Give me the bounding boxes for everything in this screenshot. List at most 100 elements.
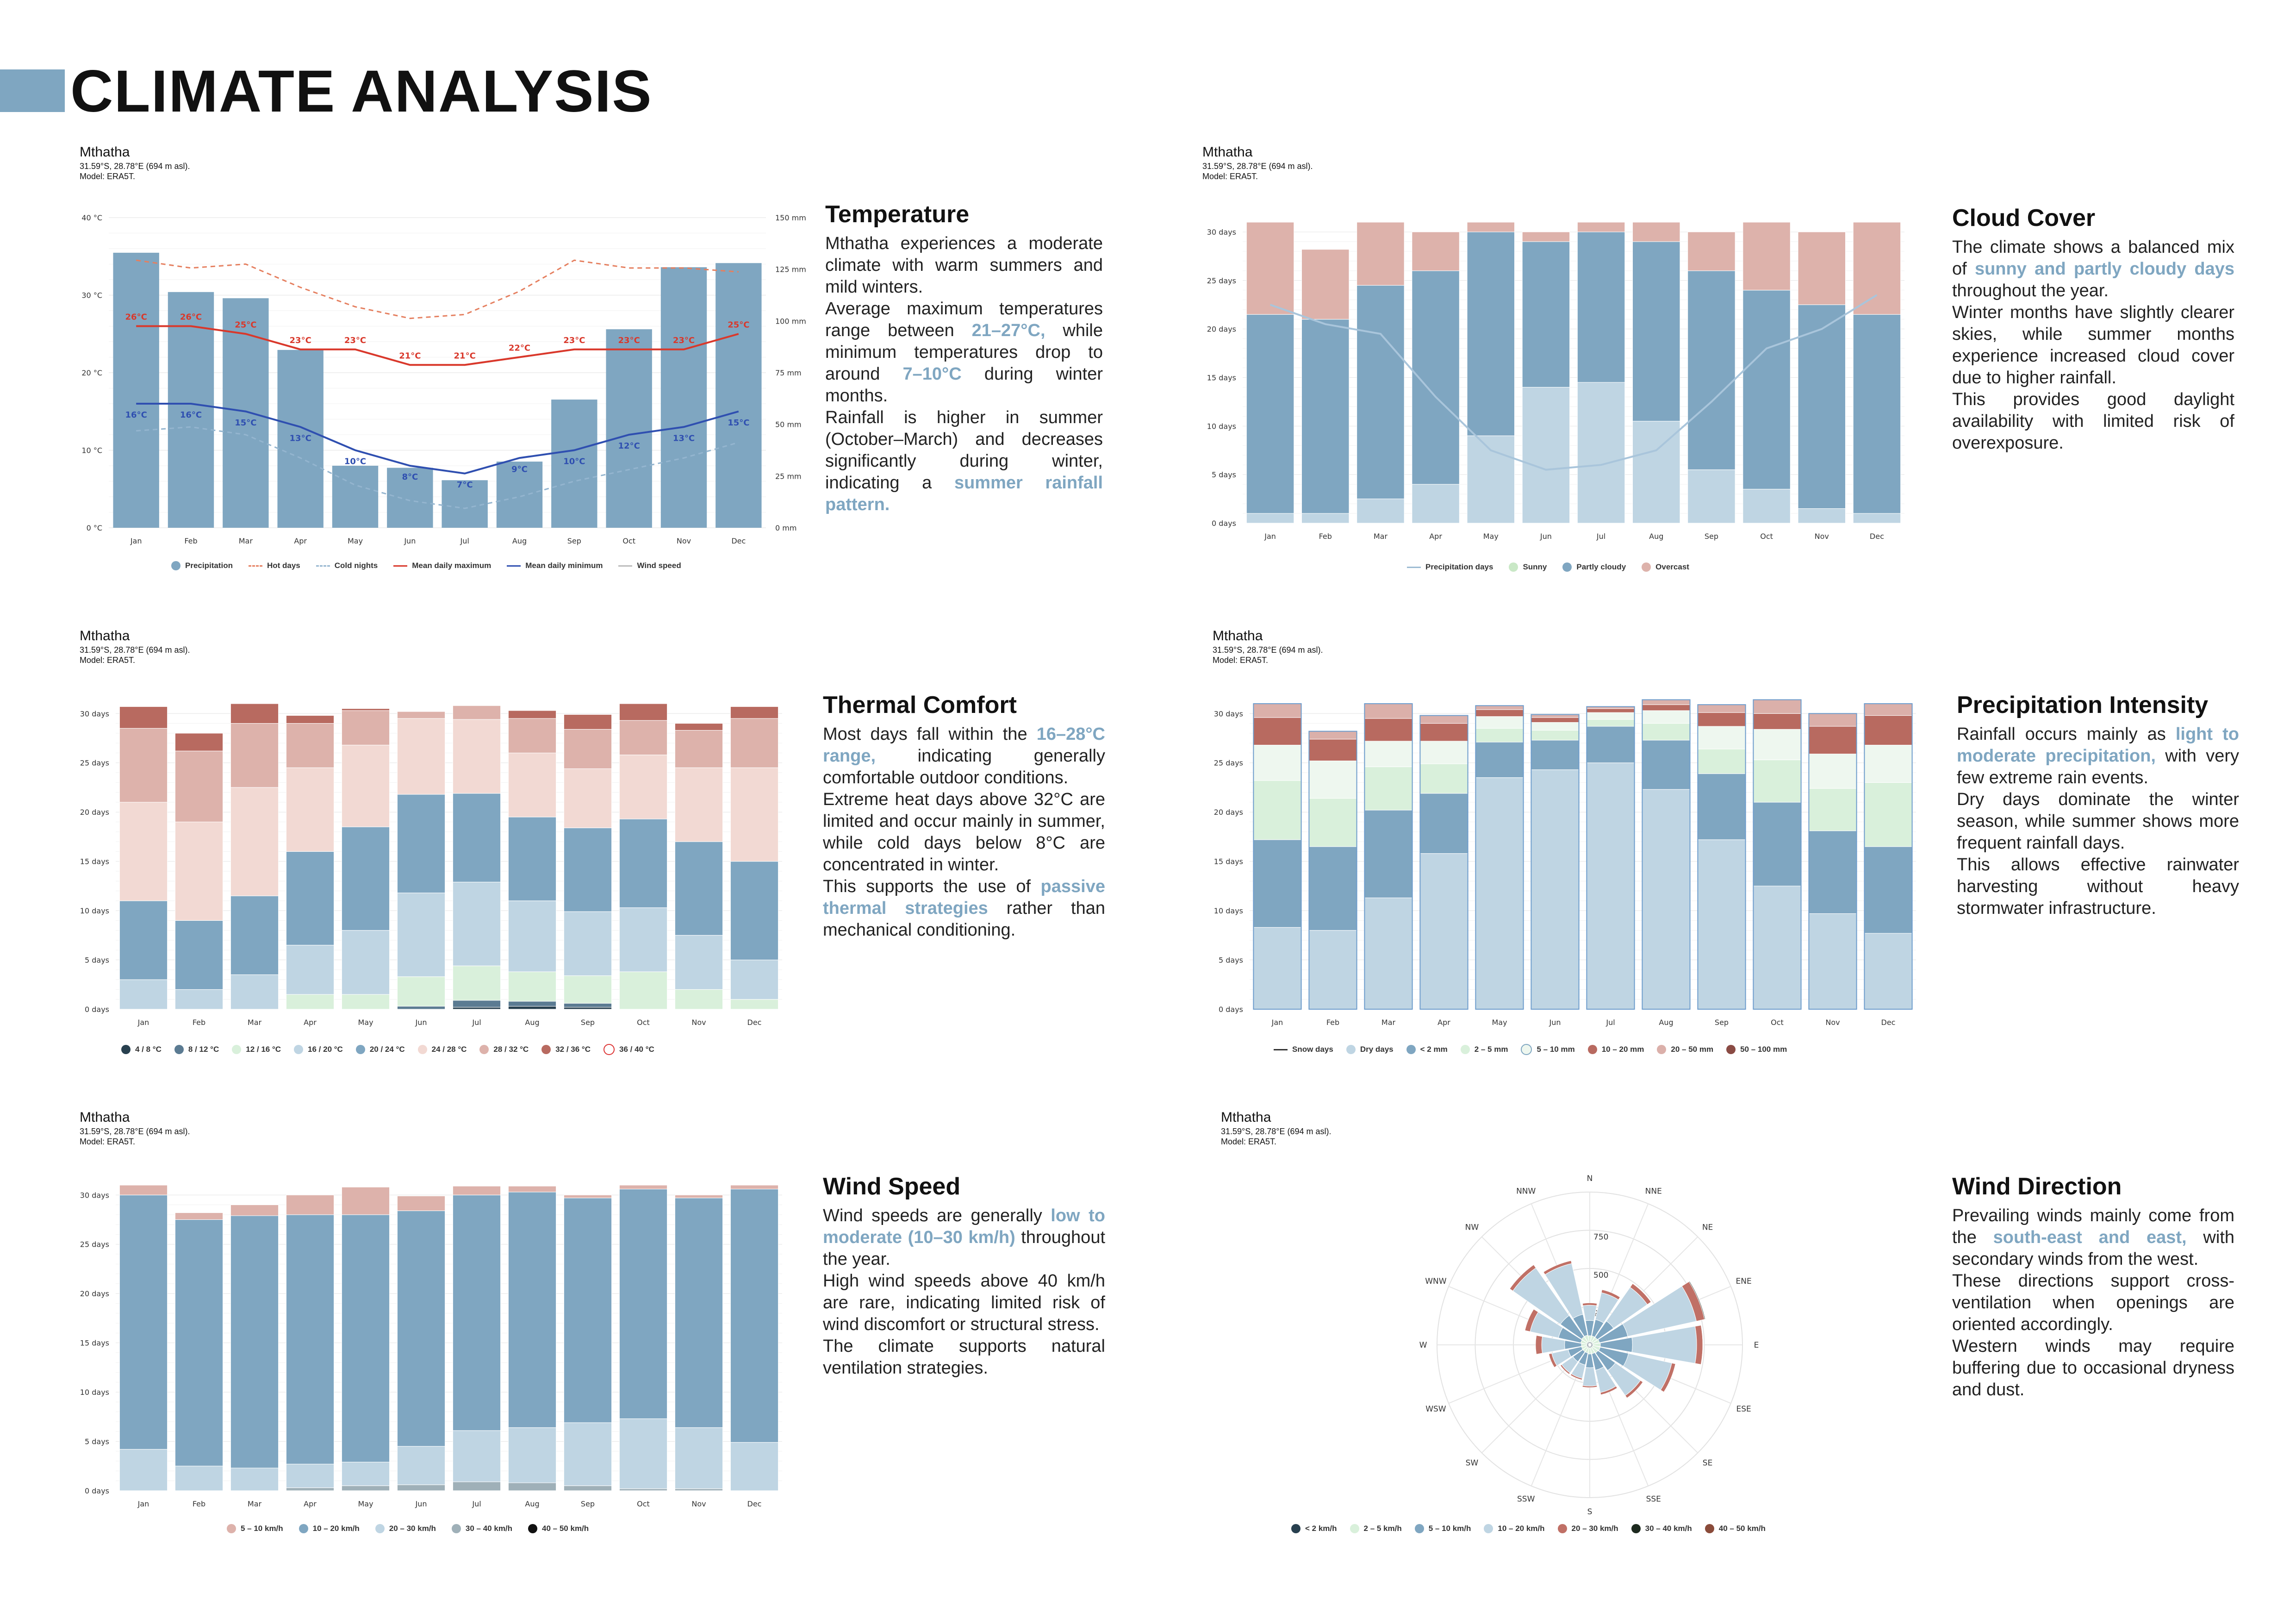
bar-segment (119, 1185, 168, 1195)
bar-segment (452, 1481, 501, 1491)
legend-item[interactable]: 24 / 28 °C (417, 1045, 467, 1054)
bar-segment (1642, 789, 1691, 1010)
legend-swatch (299, 1524, 308, 1533)
direction-label: NNW (1516, 1187, 1536, 1196)
bar-segment (1753, 699, 1802, 714)
bar-segment (1864, 782, 1913, 847)
legend-item[interactable]: Snow days (1274, 1045, 1333, 1054)
legend-item[interactable]: 40 – 50 km/h (1705, 1524, 1766, 1533)
body-text: This supports the use of (823, 877, 1041, 896)
bar-outline (1253, 703, 1302, 1010)
legend-swatch (1509, 562, 1518, 572)
bar-segment (119, 900, 168, 980)
legend-item[interactable]: Wind speed (618, 561, 681, 570)
bar-segment (1808, 831, 1857, 914)
legend-item[interactable]: Dry days (1346, 1045, 1394, 1054)
bar-segment (1475, 742, 1524, 778)
bar-segment (1419, 723, 1468, 742)
x-tick-label: Sep (581, 1499, 595, 1508)
bar-segment (619, 1189, 668, 1419)
x-tick-label: Nov (691, 1018, 706, 1027)
legend-item[interactable]: 28 / 32 °C (479, 1045, 529, 1054)
y-tick-label: 0 days (1212, 519, 1236, 528)
legend-item[interactable]: < 2 km/h (1291, 1524, 1337, 1533)
bar-segment (341, 826, 390, 931)
body-text: This provides good daylight availability… (1952, 390, 2234, 453)
bar-segment (1531, 740, 1580, 770)
bar-segment (1467, 435, 1515, 524)
legend-item[interactable]: 4 / 8 °C (121, 1045, 162, 1054)
legend-item[interactable]: 5 – 10 km/h (227, 1524, 283, 1533)
description-paragraph: These directions support cross-ventilati… (1952, 1270, 2234, 1336)
legend-item[interactable]: 5 – 10 km/h (1414, 1524, 1471, 1533)
legend-item[interactable]: Sunny (1509, 562, 1547, 572)
precipitation-description: Precipitation Intensity Rainfall occurs … (1957, 693, 2239, 919)
precipitation-bar (387, 468, 433, 528)
legend-item[interactable]: < 2 mm (1406, 1045, 1448, 1054)
temperature-text: Mthatha experiences a moderate climate w… (825, 233, 1103, 516)
x-tick-label: Jan (1264, 532, 1276, 541)
legend-item[interactable]: 16 / 20 °C (294, 1045, 343, 1054)
legend-item[interactable]: Precipitation (171, 561, 233, 570)
bar-segment (1808, 788, 1857, 831)
legend-item[interactable]: Mean daily maximum (393, 561, 491, 570)
station-model: Model: ERA5T. (1213, 656, 1269, 665)
description-paragraph: Average maximum temperatures range betwe… (825, 298, 1103, 407)
station-model: Model: ERA5T. (80, 172, 136, 181)
legend-item[interactable]: Hot days (248, 561, 300, 570)
bar-segment (1364, 741, 1413, 767)
bar-segment (341, 994, 390, 1010)
rose-segment (1541, 1336, 1565, 1354)
legend-item[interactable]: 20 / 24 °C (355, 1045, 405, 1054)
legend-item[interactable]: 5 – 10 mm (1521, 1044, 1575, 1055)
bar-segment (1356, 222, 1405, 286)
bar-segment (563, 1422, 612, 1486)
bar-segment (174, 989, 224, 1010)
bar-segment (508, 752, 557, 818)
legend-item[interactable]: Mean daily minimum (507, 561, 603, 570)
legend-label: 10 – 20 km/h (1498, 1524, 1545, 1533)
legend-item[interactable]: 30 – 40 km/h (451, 1524, 512, 1533)
bar-segment (286, 945, 335, 995)
cloud-cover-chart: 0 days 5 days 10 days 15 days 20 days 25 days… (1189, 213, 1930, 551)
bar-segment (286, 767, 335, 852)
legend-item[interactable]: 20 – 50 mm (1657, 1045, 1713, 1054)
legend-label: 12 / 16 °C (246, 1045, 281, 1054)
legend-item[interactable]: Partly cloudy (1562, 562, 1626, 572)
legend-item[interactable]: 8 / 12 °C (174, 1045, 219, 1054)
bar-segment (452, 1007, 501, 1010)
legend-item[interactable]: Overcast (1642, 562, 1689, 572)
legend-item[interactable]: 10 – 20 km/h (1484, 1524, 1545, 1533)
legend-label: 10 – 20 mm (1601, 1045, 1644, 1054)
bar-segment (452, 1186, 501, 1195)
legend-item[interactable]: 20 – 30 km/h (375, 1524, 436, 1533)
legend-item[interactable]: 10 – 20 km/h (299, 1524, 360, 1533)
legend-item[interactable]: Cold nights (316, 561, 378, 570)
precipitation-bar (551, 400, 597, 528)
legend-item[interactable]: 12 / 16 °C (232, 1045, 281, 1054)
x-tick-label: Feb (193, 1018, 205, 1027)
legend-item[interactable]: 40 – 50 km/h (528, 1524, 589, 1533)
legend-item[interactable]: 20 – 30 km/h (1557, 1524, 1618, 1533)
bar-segment (397, 1195, 446, 1211)
legend-item[interactable]: 10 – 20 mm (1587, 1045, 1644, 1054)
bar-segment (397, 1484, 446, 1491)
legend-item[interactable]: 2 – 5 km/h (1350, 1524, 1402, 1533)
bar-segment (508, 1427, 557, 1483)
legend-swatch (393, 565, 408, 567)
bar-segment (1308, 930, 1357, 1010)
legend-item[interactable]: 32 / 36 °C (541, 1045, 591, 1054)
legend-item[interactable]: 2 – 5 mm (1460, 1045, 1508, 1054)
rose-segment (1632, 1283, 1652, 1302)
direction-label: WSW (1425, 1405, 1446, 1414)
bar-segment (1475, 728, 1524, 743)
cold-nights-line (136, 426, 739, 509)
legend-item[interactable]: 36 / 40 °C (604, 1044, 654, 1055)
y-right-tick-label: 150 mm (775, 213, 806, 222)
x-tick-label: Jul (1605, 1018, 1615, 1027)
precipitation-bar (716, 263, 762, 528)
legend-item[interactable]: Precipitation days (1407, 562, 1493, 572)
station-model: Model: ERA5T. (1221, 1137, 1277, 1146)
legend-item[interactable]: 30 – 40 km/h (1631, 1524, 1692, 1533)
legend-item[interactable]: 50 – 100 mm (1726, 1045, 1787, 1054)
